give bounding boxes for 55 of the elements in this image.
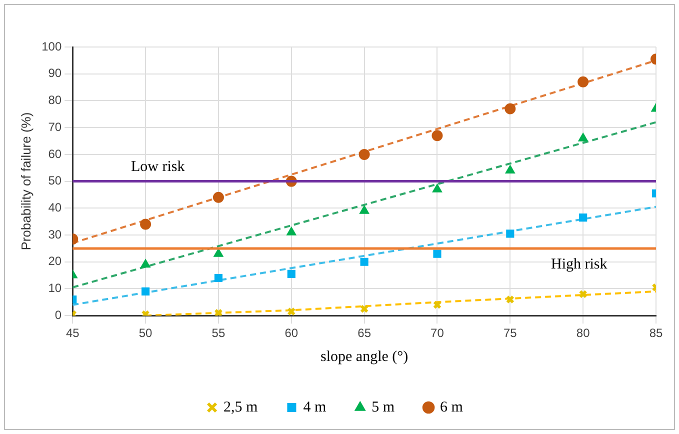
x-tick-label: 60 (284, 326, 298, 340)
point (578, 132, 588, 142)
x-tick-label: 65 (358, 326, 372, 340)
y-tick-label: 80 (48, 93, 62, 108)
ref-line-label: Low risk (130, 159, 186, 176)
x-tick-label: 70 (430, 326, 444, 340)
x-tick-label: 85 (649, 326, 663, 340)
point (579, 214, 588, 222)
legend-label: 2,5 m (224, 399, 258, 416)
legend-label: 5 m (372, 399, 395, 416)
point (432, 130, 443, 142)
y-tick-label: 40 (48, 200, 62, 214)
y-tick-label: 30 (48, 227, 62, 242)
point (505, 165, 515, 174)
point (358, 148, 370, 160)
point (432, 184, 442, 192)
point (359, 205, 370, 214)
point (140, 259, 150, 268)
point (432, 300, 442, 310)
point (212, 192, 224, 203)
point (214, 274, 222, 282)
y-tick-label: 0 (54, 308, 62, 322)
point (578, 290, 588, 298)
x-tick-label: 50 (138, 326, 153, 340)
x-tick-label: 45 (66, 326, 80, 340)
point (506, 230, 514, 238)
point (578, 76, 589, 88)
y-tick-label: 10 (48, 281, 62, 296)
y-tick-label: 70 (48, 120, 62, 134)
y-tick-label: 100 (42, 39, 62, 54)
legend-label: 4 m (303, 399, 326, 416)
x-tick-label: 55 (212, 326, 226, 340)
point (140, 218, 152, 230)
y-axis-title: Probability of failure (%) (18, 112, 34, 250)
point (286, 226, 296, 236)
y-tick-label: 60 (48, 146, 62, 161)
point (504, 103, 516, 114)
x-tick-label: 80 (576, 326, 590, 340)
point (214, 308, 223, 316)
y-tick-label: 20 (48, 254, 62, 268)
point (287, 307, 296, 316)
point (287, 270, 296, 278)
point (142, 287, 150, 296)
y-tick-label: 50 (48, 174, 62, 188)
x-tick-label: 75 (503, 326, 518, 340)
legend-label: 6 m (440, 399, 464, 416)
point (433, 250, 442, 258)
y-tick-label: 90 (48, 66, 62, 80)
ref-line-label: High risk (550, 256, 608, 272)
point (360, 258, 368, 266)
point (214, 248, 224, 257)
x-axis-title: slope angle (°) (320, 348, 408, 365)
point (506, 295, 514, 304)
point (360, 304, 369, 314)
point (141, 310, 150, 316)
